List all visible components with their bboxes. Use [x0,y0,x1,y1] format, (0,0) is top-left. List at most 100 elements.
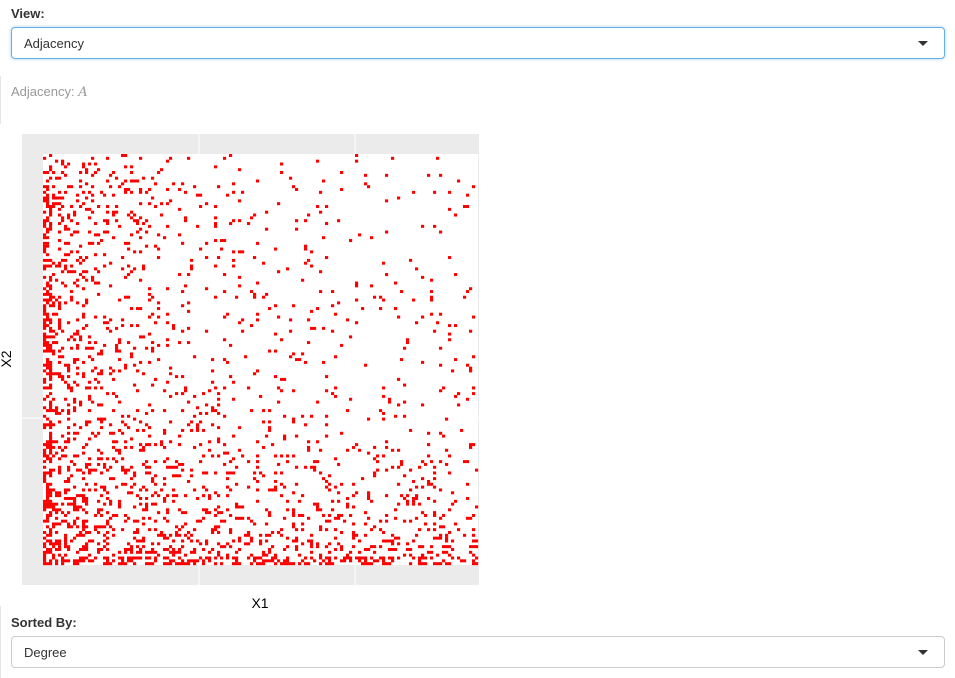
matrix-cell [256,312,260,316]
matrix-cell [73,508,77,512]
matrix-cell [451,556,455,560]
matrix-cell [256,499,260,503]
matrix-cell [196,496,200,500]
matrix-cell [79,179,83,183]
matrix-cell [163,547,167,551]
matrix-cell [184,562,188,566]
matrix-cell [49,530,53,534]
matrix-cell [70,295,74,299]
matrix-cell [139,190,143,194]
matrix-cell [112,210,116,214]
matrix-cell [58,213,62,217]
matrix-cell [58,239,62,243]
matrix-cell [112,553,116,557]
matrix-cell [421,556,425,560]
matrix-cell [145,443,149,447]
matrix-cell [46,284,50,288]
matrix-cell [115,448,119,452]
matrix-cell [55,312,59,316]
matrix-cell [118,499,122,503]
matrix-cell [364,173,368,177]
matrix-cell [157,247,161,251]
matrix-cell [238,539,242,543]
matrix-cell [73,431,77,435]
matrix-cell [157,171,161,174]
matrix-cell [148,562,152,566]
matrix-cell [175,474,179,478]
matrix-cell [142,448,146,452]
matrix-cell [94,341,98,345]
matrix-cell [64,491,68,495]
matrix-cell [112,431,116,435]
matrix-cell [73,454,77,458]
matrix-cell [178,547,182,551]
matrix-cell [220,519,224,523]
matrix-cell [52,525,56,529]
matrix-cell [91,400,95,404]
matrix-cell [112,392,116,396]
matrix-cell [145,562,149,566]
matrix-cell [49,292,53,296]
matrix-cell [193,355,197,359]
matrix-cell [142,372,146,376]
matrix-cell [409,468,413,472]
matrix-cell [295,547,299,551]
matrix-cell [85,542,89,546]
matrix-cell [238,448,242,452]
matrix-cell [472,185,476,189]
matrix-cell [250,409,254,413]
matrix-cell [235,482,239,486]
matrix-cell [115,176,119,180]
matrix-cell [319,508,323,512]
matrix-cell [85,511,89,515]
matrix-cell [415,496,419,500]
matrix-cell [322,513,326,517]
matrix-cell [370,556,374,560]
matrix-cell [79,533,83,537]
matrix-cell [307,539,311,543]
matrix-cell [367,547,371,551]
matrix-cell [430,482,434,486]
matrix-cell [412,502,416,506]
view-select-value: Adjacency [24,35,84,51]
matrix-cell [112,457,116,461]
matrix-cell [334,485,338,489]
matrix-cell [43,349,47,353]
matrix-cell [343,559,347,563]
matrix-cell [43,275,47,279]
matrix-cell [292,525,296,529]
matrix-cell [58,360,62,364]
matrix-cell [103,465,107,469]
matrix-cell [163,428,167,432]
matrix-cell [259,539,263,543]
matrix-cell [445,462,449,466]
matrix-cell [106,326,110,330]
matrix-cell [82,304,86,308]
matrix-cell [430,460,434,464]
matrix-cell [316,460,320,464]
matrix-cell [382,562,386,566]
sort-select[interactable]: Degree [11,636,945,668]
matrix-cell [169,394,173,398]
matrix-cell [46,443,50,447]
matrix-cell [193,528,197,532]
matrix-cell [82,533,86,537]
matrix-cell [274,562,278,566]
view-select[interactable]: Adjacency [11,27,945,59]
matrix-cell [112,445,116,449]
matrix-cell [103,315,107,319]
matrix-cell [142,222,146,226]
matrix-cell [259,471,263,475]
matrix-cell [268,547,272,551]
matrix-cell [430,278,434,282]
matrix-cell [277,386,281,390]
matrix-cell [91,468,95,472]
matrix-cell [97,352,101,356]
matrix-cell [142,522,146,526]
matrix-cell [97,168,101,172]
matrix-cell [286,454,290,458]
matrix-cell [166,202,170,206]
matrix-cell [88,471,92,475]
matrix-cell [76,343,80,347]
matrix-cell [124,366,128,370]
